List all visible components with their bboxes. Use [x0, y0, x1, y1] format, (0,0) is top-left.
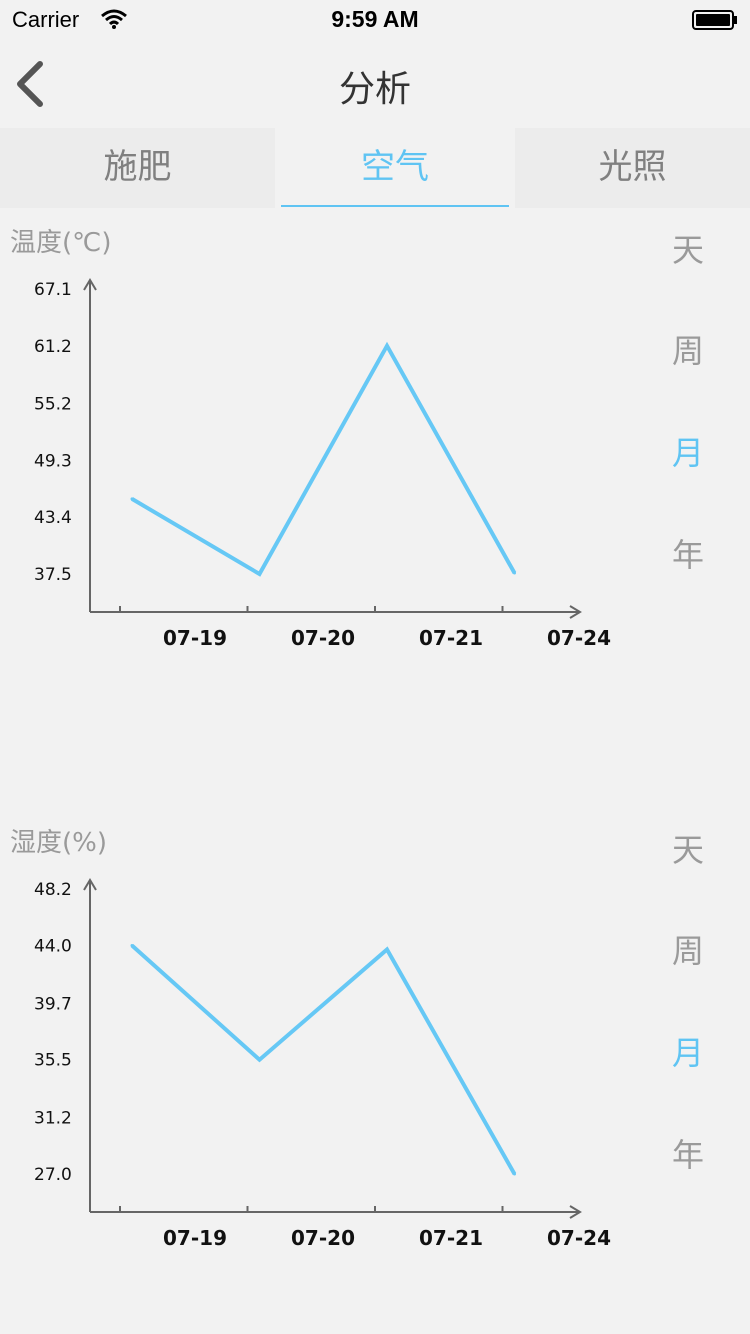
temperature-chart: 67.1 61.2 55.2 49.3 43.4 37.5 07-19 07-20 07-21 0… — [34, 278, 611, 650]
x-tick-label: 07-20 — [291, 626, 355, 650]
x-tick-label: 07-21 — [419, 1226, 483, 1250]
y-tick-label: 43.4 — [34, 508, 72, 528]
x-tick-label: 07-19 — [163, 626, 227, 650]
x-tick-label: 07-20 — [291, 1226, 355, 1250]
data-point — [130, 943, 134, 947]
data-point — [385, 344, 389, 348]
active-tab-indicator — [281, 205, 509, 207]
x-axis-arrow — [569, 605, 582, 619]
period-week-button[interactable]: 周 — [672, 932, 705, 970]
y-tick-label: 55.2 — [34, 395, 72, 415]
period-day-button[interactable]: 天 — [672, 231, 705, 269]
x-tick-label: 07-24 — [547, 1226, 611, 1250]
data-point — [130, 497, 134, 501]
x-axis-arrow — [569, 1205, 582, 1219]
status-time: 9:59 AM — [331, 6, 419, 32]
tab-bar: 施肥 空气 光照 — [0, 128, 750, 208]
period-week-button[interactable]: 周 — [672, 332, 705, 370]
y-tick-label: 31.2 — [34, 1109, 72, 1129]
data-point — [513, 571, 516, 575]
y-tick-label: 49.3 — [34, 451, 72, 471]
period-day-button[interactable]: 天 — [672, 831, 705, 869]
humidity-chart-title: 湿度(%) — [10, 828, 107, 858]
data-point — [258, 572, 261, 576]
series-line — [130, 341, 517, 577]
period-month-button[interactable]: 月 — [672, 434, 705, 472]
period-year-button[interactable]: 年 — [672, 536, 705, 574]
y-tick-label: 61.2 — [34, 337, 72, 357]
data-point — [513, 1172, 516, 1176]
y-tick-label: 44.0 — [34, 936, 72, 956]
page-title: 分析 — [338, 69, 411, 110]
tab-fertilizer[interactable]: 施肥 — [0, 128, 275, 208]
wifi-icon — [101, 9, 127, 29]
series-line — [130, 943, 517, 1175]
status-bar: Carrier 9:59 AM — [0, 0, 750, 40]
x-tick-label: 07-24 — [547, 626, 611, 650]
tab-light[interactable]: 光照 — [515, 128, 750, 208]
y-tick-label: 48.2 — [34, 880, 72, 900]
y-tick-label: 39.7 — [34, 994, 72, 1014]
tab-air[interactable]: 空气 — [281, 128, 509, 208]
x-tick-label: 07-21 — [419, 626, 483, 650]
y-tick-label: 27.0 — [34, 1165, 72, 1185]
period-month-button[interactable]: 月 — [672, 1034, 705, 1072]
x-tick-label: 07-19 — [163, 1226, 227, 1250]
y-tick-label: 67.1 — [34, 280, 72, 300]
data-point — [385, 947, 389, 951]
nav-bar: 分析 — [0, 40, 750, 128]
temperature-chart-title: 温度(℃) — [10, 228, 112, 258]
carrier-label: Carrier — [12, 7, 80, 32]
humidity-chart: 48.2 44.0 39.7 35.5 31.2 27.0 07-19 07-20 07-21 0… — [34, 878, 611, 1250]
y-tick-label: 35.5 — [34, 1051, 72, 1071]
period-year-button[interactable]: 年 — [672, 1136, 705, 1174]
battery-icon — [692, 10, 737, 30]
chevron-left-icon[interactable] — [12, 60, 48, 108]
data-point — [258, 1058, 261, 1062]
y-axis-arrow — [83, 278, 97, 291]
y-axis-arrow — [83, 878, 97, 891]
y-tick-label: 37.5 — [34, 565, 72, 585]
